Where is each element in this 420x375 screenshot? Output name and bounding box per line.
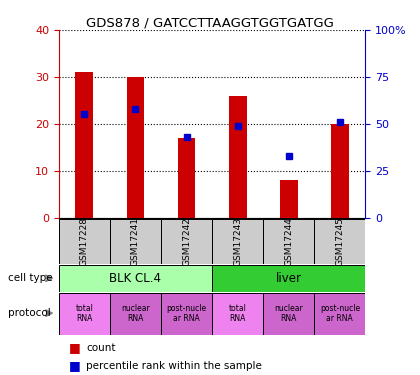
Text: GSM17245: GSM17245	[335, 217, 344, 266]
Bar	[331, 124, 349, 218]
Text: total
RNA: total RNA	[76, 304, 93, 323]
Bar	[59, 219, 110, 264]
Bar	[161, 292, 212, 334]
Text: liver: liver	[276, 272, 302, 285]
Text: nuclear
RNA: nuclear RNA	[121, 304, 150, 323]
Bar	[76, 72, 93, 217]
Bar	[110, 292, 161, 334]
Bar	[280, 180, 298, 218]
Text: GSM17242: GSM17242	[182, 217, 191, 266]
Bar	[314, 219, 365, 264]
Text: BLK CL.4: BLK CL.4	[110, 272, 161, 285]
Text: protocol: protocol	[8, 308, 51, 318]
Bar	[59, 292, 110, 334]
Bar	[161, 219, 212, 264]
Text: count: count	[86, 343, 116, 353]
Bar	[212, 219, 263, 264]
Text: GDS878 / GATCCTTAAGGTGGTGATGG: GDS878 / GATCCTTAAGGTGGTGATGG	[86, 17, 334, 30]
Bar	[314, 292, 365, 334]
Bar	[178, 138, 195, 218]
Bar	[110, 219, 161, 264]
Text: nuclear
RNA: nuclear RNA	[274, 304, 303, 323]
Text: GSM17241: GSM17241	[131, 217, 140, 266]
Bar	[263, 219, 314, 264]
Text: total
RNA: total RNA	[229, 304, 247, 323]
Text: GSM17244: GSM17244	[284, 217, 293, 266]
Bar	[126, 77, 144, 218]
Text: post-nucle
ar RNA: post-nucle ar RNA	[320, 304, 360, 323]
Text: post-nucle
ar RNA: post-nucle ar RNA	[166, 304, 207, 323]
Bar	[212, 292, 263, 334]
Bar	[212, 265, 365, 292]
Bar	[59, 265, 212, 292]
Text: percentile rank within the sample: percentile rank within the sample	[86, 361, 262, 371]
Text: cell type: cell type	[8, 273, 53, 283]
Text: GSM17228: GSM17228	[80, 217, 89, 266]
Text: ■: ■	[69, 360, 81, 372]
Text: ■: ■	[69, 342, 81, 354]
Bar	[263, 292, 314, 334]
Text: GSM17243: GSM17243	[233, 217, 242, 266]
Bar	[229, 96, 247, 218]
